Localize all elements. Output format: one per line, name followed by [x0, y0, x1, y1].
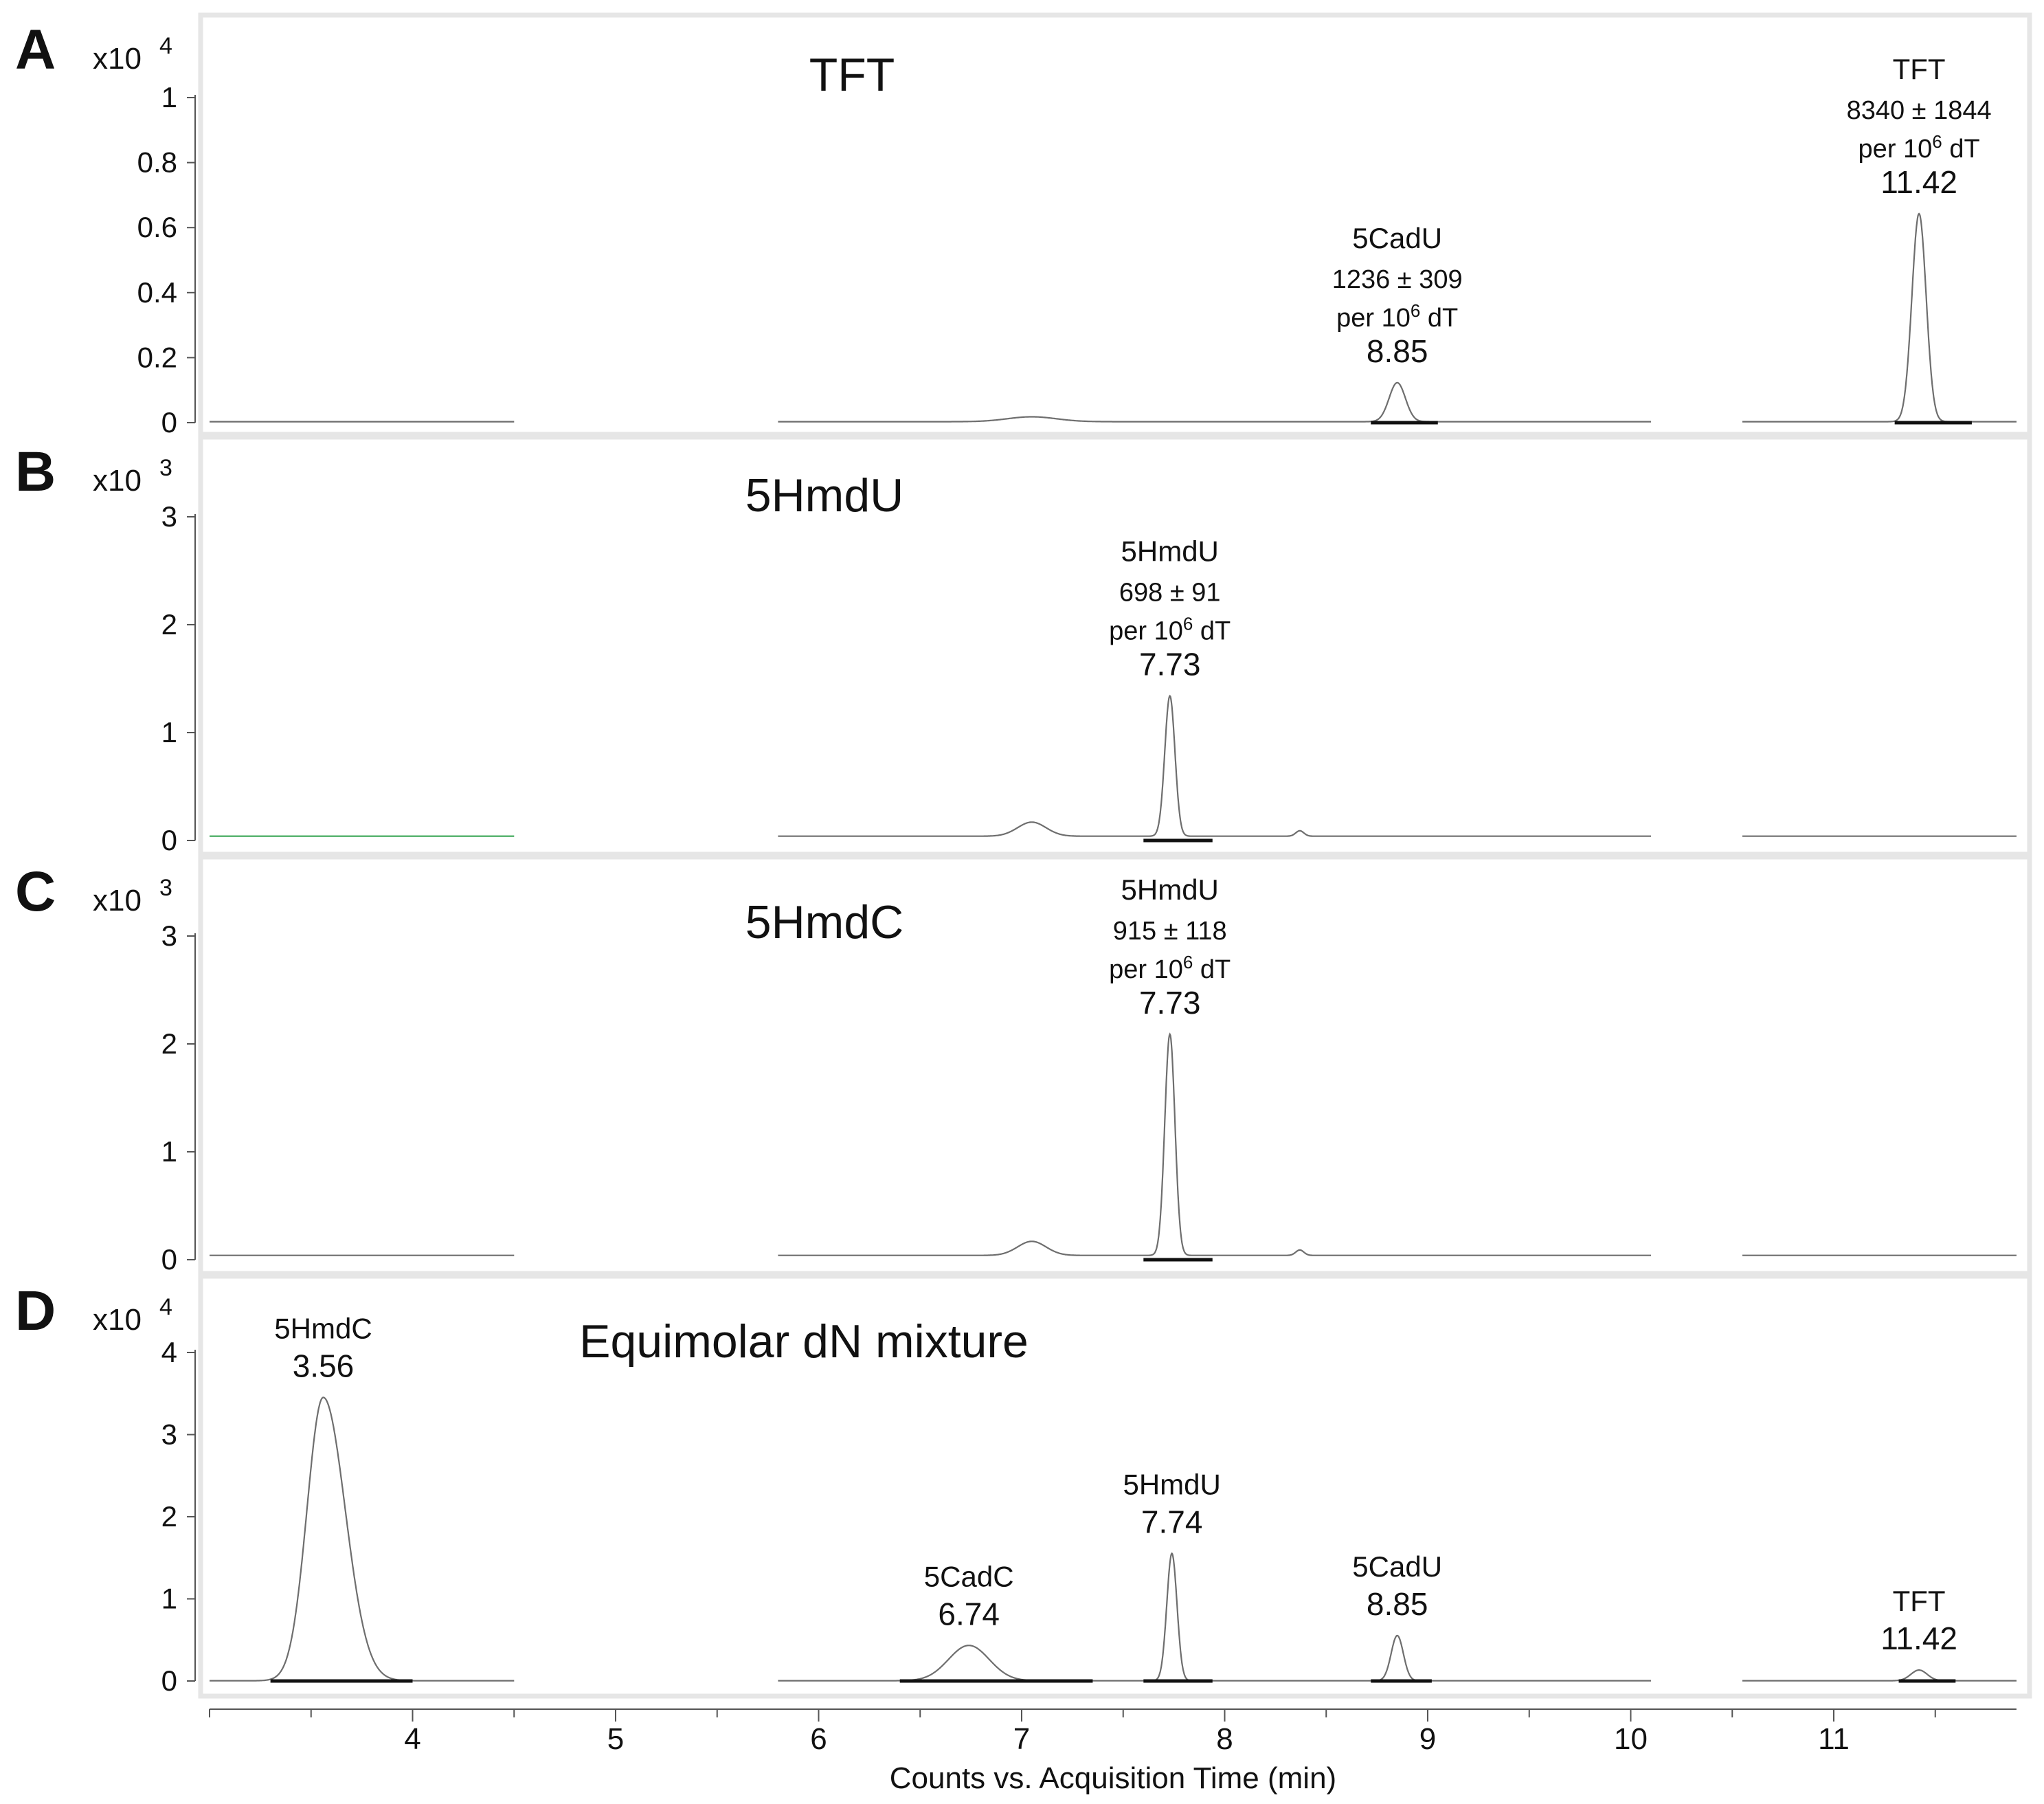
y-tick-label: 0: [161, 824, 177, 856]
peak-unit: per 106 dT: [1336, 300, 1458, 333]
y-multiplier: x10: [93, 42, 142, 76]
peak-unit-end: dT: [1193, 955, 1231, 984]
panel-letter: B: [15, 441, 56, 503]
x-tick-label: 11: [1818, 1722, 1850, 1756]
y-tick-label: 2: [161, 1027, 177, 1060]
peak-unit-superscript: 6: [1932, 131, 1942, 152]
peak-unit: per 106 dT: [1109, 614, 1231, 646]
peak-amount: 915 ± 118: [1113, 917, 1227, 946]
y-multiplier-exponent: 4: [159, 1294, 172, 1320]
y-tick-label: 3: [161, 1418, 177, 1451]
peak-retention-time: 6.74: [938, 1596, 1000, 1632]
y-tick-label: 1: [161, 716, 177, 748]
y-tick-label: 0: [161, 1664, 177, 1697]
peak-retention-time: 7.73: [1139, 985, 1201, 1021]
peak-name: 5HmdU: [1123, 1468, 1220, 1500]
trace-segment: [778, 694, 1651, 837]
peak-retention-time: 7.73: [1139, 647, 1201, 682]
y-tick-label: 0.8: [137, 146, 177, 179]
y-multiplier: x10: [93, 464, 142, 498]
panel-title: 5HmdC: [745, 896, 904, 948]
y-tick-label: 2: [161, 1500, 177, 1533]
peak-unit-end: dT: [1193, 617, 1231, 646]
y-multiplier: x10: [93, 1303, 142, 1337]
x-tick-label: 9: [1419, 1722, 1436, 1756]
peak-retention-time: 11.42: [1880, 1621, 1957, 1656]
peak-name: 5HmdU: [1121, 535, 1219, 568]
panel-letter: D: [15, 1280, 56, 1342]
peak-unit: per 106 dT: [1109, 952, 1231, 984]
peak-name: 5CadU: [1352, 1550, 1442, 1583]
peak-name: 5HmdU: [1121, 873, 1219, 906]
peak-unit-superscript: 6: [1411, 300, 1420, 321]
y-tick-label: 1: [161, 81, 177, 113]
panel-title: 5HmdU: [745, 469, 904, 522]
panel-letter: A: [15, 19, 56, 81]
x-tick-label: 7: [1013, 1722, 1030, 1756]
x-tick-label: 5: [607, 1722, 624, 1756]
panel-frame: [198, 1273, 2032, 1699]
y-tick-label: 3: [161, 500, 177, 533]
trace-segment: [210, 1396, 515, 1682]
peak-unit-superscript: 6: [1183, 614, 1193, 634]
x-tick-label: 6: [810, 1722, 827, 1756]
peak-retention-time: 11.42: [1880, 164, 1957, 200]
peak-unit: per 106 dT: [1858, 131, 1980, 164]
y-tick-label: 3: [161, 920, 177, 952]
y-multiplier-exponent: 3: [159, 455, 172, 481]
y-tick-label: 1: [161, 1135, 177, 1168]
x-tick-label: 10: [1614, 1722, 1648, 1756]
peak-unit-superscript: 6: [1183, 952, 1193, 972]
panel-title: TFT: [809, 49, 895, 101]
shared-x-axis: 4 5 6 7 8 9 10 11: [209, 1708, 2017, 1756]
trace-segment: [1742, 1669, 2017, 1682]
peak-unit-end: dT: [1942, 135, 1980, 164]
peak-name: 5CadU: [1352, 222, 1442, 254]
peak-name: 5HmdC: [274, 1312, 372, 1344]
peak-name: TFT: [1893, 53, 1946, 85]
panel-frame: [198, 434, 2032, 857]
y-tick-label: 0.6: [137, 211, 177, 243]
y-multiplier-exponent: 3: [159, 875, 172, 901]
y-tick-label: 0.4: [137, 276, 177, 309]
trace-segment: [778, 1032, 1651, 1256]
x-tick-label: 4: [404, 1722, 420, 1756]
trace-segment: [778, 381, 1651, 423]
y-tick-label: 0: [161, 406, 177, 438]
peak-name: TFT: [1893, 1585, 1946, 1617]
peak-name: 5CadC: [924, 1560, 1014, 1592]
y-tick-label: 1: [161, 1583, 177, 1615]
panel-frame: [198, 854, 2032, 1276]
trace-segment: [1742, 212, 2017, 423]
peak-amount: 698 ± 91: [1119, 579, 1221, 608]
x-tick-label: 8: [1216, 1722, 1233, 1756]
peak-retention-time: 8.85: [1367, 1586, 1428, 1622]
y-multiplier: x10: [93, 884, 142, 917]
peak-retention-time: 8.85: [1367, 333, 1428, 369]
y-tick-label: 4: [161, 1336, 177, 1368]
peak-unit-end: dT: [1420, 304, 1458, 333]
y-multiplier-exponent: 4: [159, 33, 172, 59]
panel-title: Equimolar dN mixture: [579, 1315, 1029, 1368]
panel-letter: C: [15, 860, 56, 923]
trace-segment: [778, 1552, 1651, 1682]
panel-frame: [198, 12, 2032, 437]
y-tick-label: 0.2: [137, 341, 177, 373]
peak-retention-time: 3.56: [293, 1348, 355, 1383]
peak-retention-time: 7.74: [1141, 1504, 1203, 1539]
y-tick-label: 0: [161, 1243, 177, 1276]
peak-amount: 1236 ± 309: [1332, 265, 1463, 294]
x-axis-label: Counts vs. Acquisition Time (min): [890, 1761, 1336, 1795]
y-tick-label: 2: [161, 608, 177, 641]
peak-amount: 8340 ± 1844: [1847, 96, 1992, 125]
